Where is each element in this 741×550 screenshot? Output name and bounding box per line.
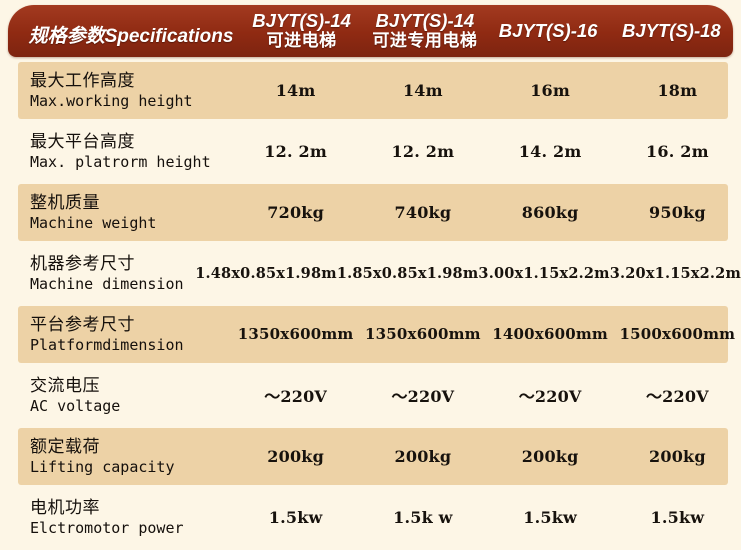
header-column-3: BJYT(S)-16 bbox=[487, 19, 610, 42]
header-column-2: BJYT(S)-14 可进专用电梯 bbox=[363, 11, 486, 50]
row-value-col3: 14. 2m bbox=[518, 141, 582, 161]
row-value-col2: 14m bbox=[402, 80, 443, 100]
row-value-col3: 860kg bbox=[521, 202, 579, 222]
table-row: 电机功率 Elctromotor power 1.5kw 1.5k w 1.5k… bbox=[0, 487, 741, 548]
row-label: 交流电压 AC voltage bbox=[0, 376, 232, 415]
table-row: 机器参考尺寸 Machine dimension 1.48x0.85x1.98m… bbox=[0, 243, 741, 304]
row-value-col4: ～220V bbox=[645, 387, 709, 407]
row-label: 电机功率 Elctromotor power bbox=[0, 498, 232, 537]
row-band bbox=[18, 62, 728, 119]
header-column-1-model: BJYT(S)-14 bbox=[252, 10, 351, 32]
row-label-cn: 最大平台高度 bbox=[30, 131, 135, 152]
row-label: 整机质量 Machine weight bbox=[0, 193, 232, 232]
table-body: 最大工作高度 Max.working height 14m 14m 16m 18… bbox=[0, 60, 741, 548]
row-label-cn: 额定载荷 bbox=[30, 436, 100, 457]
row-label: 最大工作高度 Max.working height bbox=[0, 71, 232, 110]
row-value-col3: 1.5kw bbox=[523, 507, 577, 527]
header-column-1: BJYT(S)-14 可进电梯 bbox=[240, 11, 363, 50]
row-label-en: Elctromotor power bbox=[30, 519, 184, 538]
row-label-cn: 交流电压 bbox=[30, 375, 100, 396]
row-value-col4: 200kg bbox=[649, 446, 706, 466]
row-value-col1: 14m bbox=[275, 80, 316, 100]
header-column-1-note: 可进电梯 bbox=[266, 31, 337, 51]
row-value-col3: 1400x600mm bbox=[492, 325, 608, 344]
row-label-en: Lifting capacity bbox=[30, 458, 175, 477]
row-value-col2: 1350x600mm bbox=[365, 325, 481, 344]
row-label-en: Max.working height bbox=[30, 92, 193, 111]
row-value-col1: 1350x600mm bbox=[237, 325, 354, 344]
header-column-4: BJYT(S)-18 bbox=[610, 19, 733, 42]
table-row: 最大平台高度 Max. platrorm height 12. 2m 12. 2… bbox=[0, 121, 741, 182]
table-row: 整机质量 Machine weight 720kg 740kg 860kg 95… bbox=[0, 182, 741, 243]
row-label-en: Platformdimension bbox=[30, 336, 184, 355]
row-band bbox=[18, 184, 728, 241]
row-label-cn: 最大工作高度 bbox=[30, 70, 135, 91]
row-value-col2: 200kg bbox=[394, 446, 452, 466]
table-row: 额定载荷 Lifting capacity 200kg 200kg 200kg … bbox=[0, 426, 741, 487]
row-label-cn: 整机质量 bbox=[30, 192, 100, 213]
row-label-cn: 平台参考尺寸 bbox=[30, 314, 135, 335]
row-value-col1: 1.5kw bbox=[268, 507, 323, 527]
header-column-3-model: BJYT(S)-16 bbox=[498, 19, 598, 41]
row-band bbox=[18, 306, 728, 363]
row-value-col4: 18m bbox=[657, 80, 698, 100]
row-value-col3: 200kg bbox=[521, 446, 579, 466]
table-row: 平台参考尺寸 Platformdimension 1350x600mm 1350… bbox=[0, 304, 741, 365]
row-value-col4: 16. 2m bbox=[646, 141, 709, 161]
row-label-cn: 机器参考尺寸 bbox=[30, 253, 135, 274]
row-value-col2: ～220V bbox=[391, 387, 455, 407]
table-header-bar: 规格参数Specifications BJYT(S)-14 可进电梯 BJYT(… bbox=[8, 5, 733, 57]
row-label-en: Max. platrorm height bbox=[30, 153, 211, 172]
row-value-col1: 200kg bbox=[267, 446, 324, 466]
row-label-en: Machine weight bbox=[30, 214, 157, 233]
header-column-2-note: 可进专用电梯 bbox=[372, 31, 478, 51]
row-label-en: Machine dimension bbox=[30, 275, 184, 294]
row-value-col3: ～220V bbox=[518, 387, 582, 407]
row-label: 机器参考尺寸 Machine dimension bbox=[0, 254, 195, 293]
row-value-col4: 1.5kw bbox=[650, 507, 705, 527]
row-value-col1: 720kg bbox=[267, 202, 324, 222]
table-row: 交流电压 AC voltage ～220V ～220V ～220V ～220V bbox=[0, 365, 741, 426]
row-label: 额定载荷 Lifting capacity bbox=[0, 437, 232, 476]
row-label: 最大平台高度 Max. platrorm height bbox=[0, 132, 232, 171]
row-value-col2: 740kg bbox=[394, 202, 452, 222]
row-value-col1: ～220V bbox=[264, 387, 328, 407]
row-value-col4: 1500x600mm bbox=[619, 325, 736, 344]
row-value-col1: 12. 2m bbox=[264, 141, 327, 161]
row-label-en: AC voltage bbox=[30, 397, 121, 416]
row-value-col4: 950kg bbox=[649, 202, 706, 222]
header-column-2-model: BJYT(S)-14 bbox=[375, 10, 475, 32]
row-value-col3: 16m bbox=[530, 80, 571, 100]
table-row: 最大工作高度 Max.working height 14m 14m 16m 18… bbox=[0, 60, 741, 121]
header-column-4-model: BJYT(S)-18 bbox=[622, 19, 721, 41]
row-value-col3: 3.00x1.15x2.2m bbox=[478, 264, 610, 282]
row-label: 平台参考尺寸 Platformdimension bbox=[0, 315, 232, 354]
row-band bbox=[18, 428, 728, 485]
row-label-cn: 电机功率 bbox=[30, 497, 100, 518]
row-value-col2: 12. 2m bbox=[391, 141, 455, 161]
row-value-col4: 3.20x1.15x2.2m bbox=[609, 264, 741, 282]
row-value-col2: 1.85x0.85x1.98m bbox=[336, 264, 479, 282]
row-value-col2: 1.5k w bbox=[393, 507, 453, 527]
row-value-col1: 1.48x0.85x1.98m bbox=[195, 264, 337, 282]
header-specifications-label: 规格参数Specifications bbox=[28, 25, 234, 47]
